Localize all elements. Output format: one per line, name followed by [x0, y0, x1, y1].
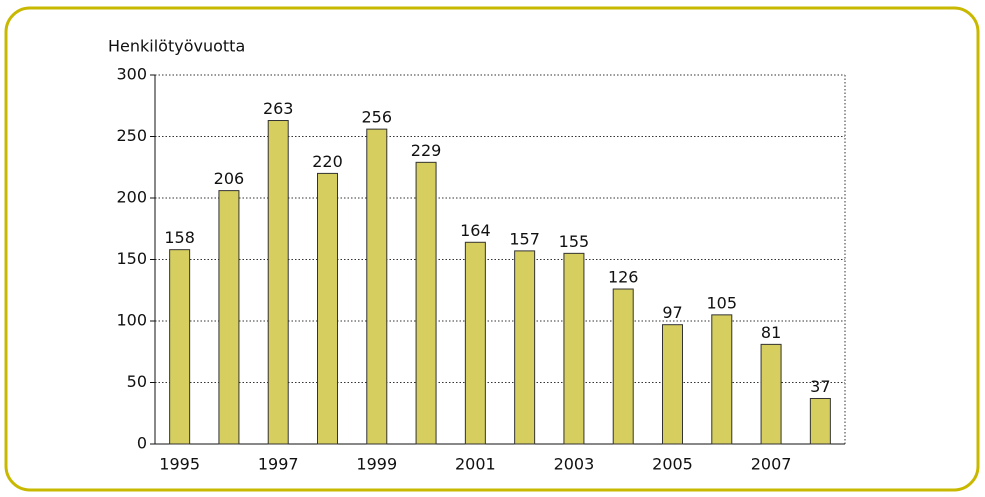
y-axis-label: Henkilötyövuotta: [108, 37, 245, 56]
bar: [662, 324, 683, 445]
bar: [169, 249, 191, 445]
bar: [218, 190, 240, 445]
bar: [366, 128, 388, 445]
x-tick-label: 1997: [258, 455, 299, 474]
bar: [612, 288, 634, 445]
data-label: 155: [559, 232, 590, 251]
x-tick-label: 1999: [356, 455, 397, 474]
data-label: 97: [662, 303, 682, 322]
bar: [711, 314, 733, 445]
y-tick-label: 150: [116, 249, 147, 268]
data-label: 229: [411, 141, 442, 160]
y-tick-label: 200: [116, 188, 147, 207]
data-label: 263: [263, 99, 294, 118]
x-tick-label: 2003: [554, 455, 595, 474]
bar: [415, 161, 437, 445]
data-label: 206: [214, 169, 245, 188]
data-label: 105: [707, 293, 738, 312]
data-label: 81: [761, 323, 781, 342]
data-label: 37: [810, 377, 830, 396]
bar: [464, 241, 486, 445]
bar: [267, 120, 289, 445]
y-tick-label: 250: [116, 126, 147, 145]
bar: [563, 252, 585, 445]
x-tick-label: 2005: [652, 455, 693, 474]
data-label: 220: [312, 152, 343, 171]
data-label: 126: [608, 268, 639, 287]
frame: [4, 6, 980, 492]
bar: [760, 343, 782, 445]
y-tick-label: 300: [116, 65, 147, 84]
data-label: 164: [460, 221, 491, 240]
y-tick-label: 0: [137, 434, 147, 453]
x-tick-label: 2001: [455, 455, 496, 474]
bar: [514, 250, 536, 445]
x-tick-label: 2007: [751, 455, 792, 474]
bar: [317, 172, 338, 445]
bar: [809, 397, 831, 445]
data-label: 157: [509, 229, 540, 248]
data-label: 158: [164, 228, 195, 247]
x-tick-label: 1995: [159, 455, 200, 474]
data-label: 256: [362, 108, 393, 127]
y-tick-label: 50: [127, 372, 147, 391]
y-tick-label: 100: [116, 311, 147, 330]
